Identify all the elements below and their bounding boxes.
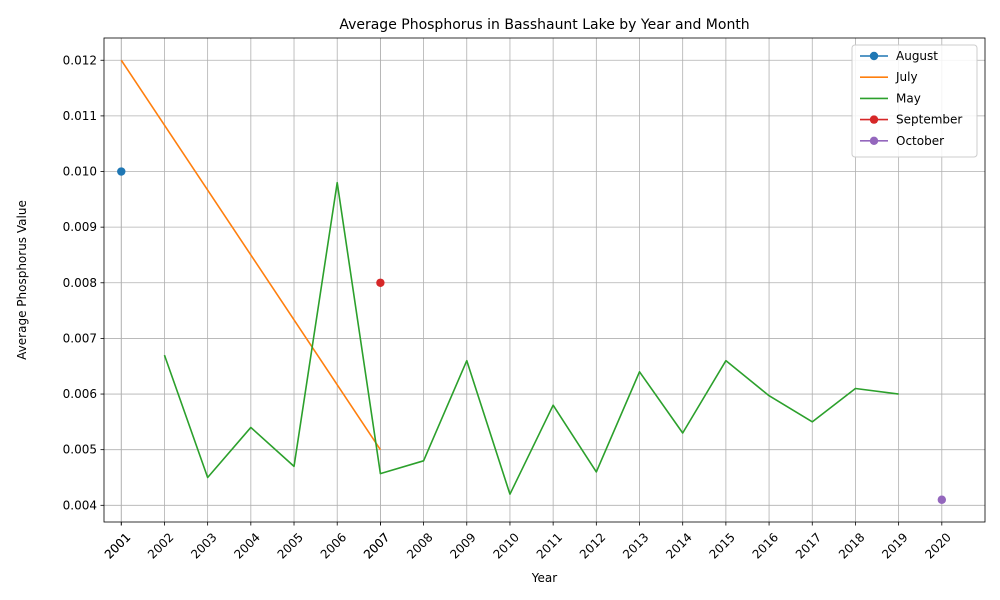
legend-marker bbox=[869, 115, 879, 124]
series-september bbox=[376, 278, 385, 287]
legend-label: May bbox=[896, 91, 921, 105]
series-layer bbox=[117, 59, 947, 504]
y-tick-label: 0.006 bbox=[63, 387, 97, 401]
grid-lines bbox=[104, 38, 985, 522]
legend-item-july: July bbox=[860, 70, 918, 84]
data-point bbox=[376, 278, 385, 287]
series-july bbox=[120, 59, 382, 451]
y-tick-label: 0.008 bbox=[63, 276, 97, 290]
series-october bbox=[937, 495, 947, 504]
legend-box bbox=[851, 44, 978, 158]
data-point bbox=[117, 167, 126, 176]
legend-label: September bbox=[896, 113, 962, 127]
plot-frame bbox=[103, 37, 986, 523]
y-tick-label: 0.007 bbox=[63, 331, 97, 345]
series-line bbox=[120, 59, 382, 451]
y-tick-label: 0.009 bbox=[63, 220, 97, 234]
chart-title: Average Phosphorus in Basshaunt Lake by … bbox=[339, 17, 749, 33]
y-tick-label: 0.010 bbox=[63, 165, 97, 179]
y-tick-label: 0.005 bbox=[63, 443, 97, 457]
legend-item-september: September bbox=[860, 113, 962, 127]
legend-label: August bbox=[896, 49, 938, 63]
legend-item-october: October bbox=[860, 134, 944, 148]
data-point bbox=[937, 495, 947, 504]
legend-marker bbox=[869, 51, 879, 61]
y-tick-label: 0.011 bbox=[63, 109, 97, 123]
series-august bbox=[117, 167, 126, 176]
y-tick-label: 0.004 bbox=[63, 498, 97, 512]
y-axis-label: Average Phosphorus Value bbox=[15, 200, 29, 360]
legend: August July May September October bbox=[851, 44, 978, 158]
legend-item-may: May bbox=[860, 91, 921, 105]
legend-item-august: August bbox=[860, 49, 938, 63]
y-axis: 0.004 0.005 0.006 0.007 0.008 0.009 0.010 0.011… bbox=[63, 53, 104, 512]
y-tick-label: 0.012 bbox=[63, 53, 97, 67]
legend-label: July bbox=[895, 70, 918, 84]
legend-label: October bbox=[896, 134, 944, 148]
x-axis-label: Year bbox=[531, 571, 557, 585]
series-line bbox=[163, 181, 899, 495]
legend-marker bbox=[869, 136, 879, 145]
series-may bbox=[163, 181, 899, 495]
